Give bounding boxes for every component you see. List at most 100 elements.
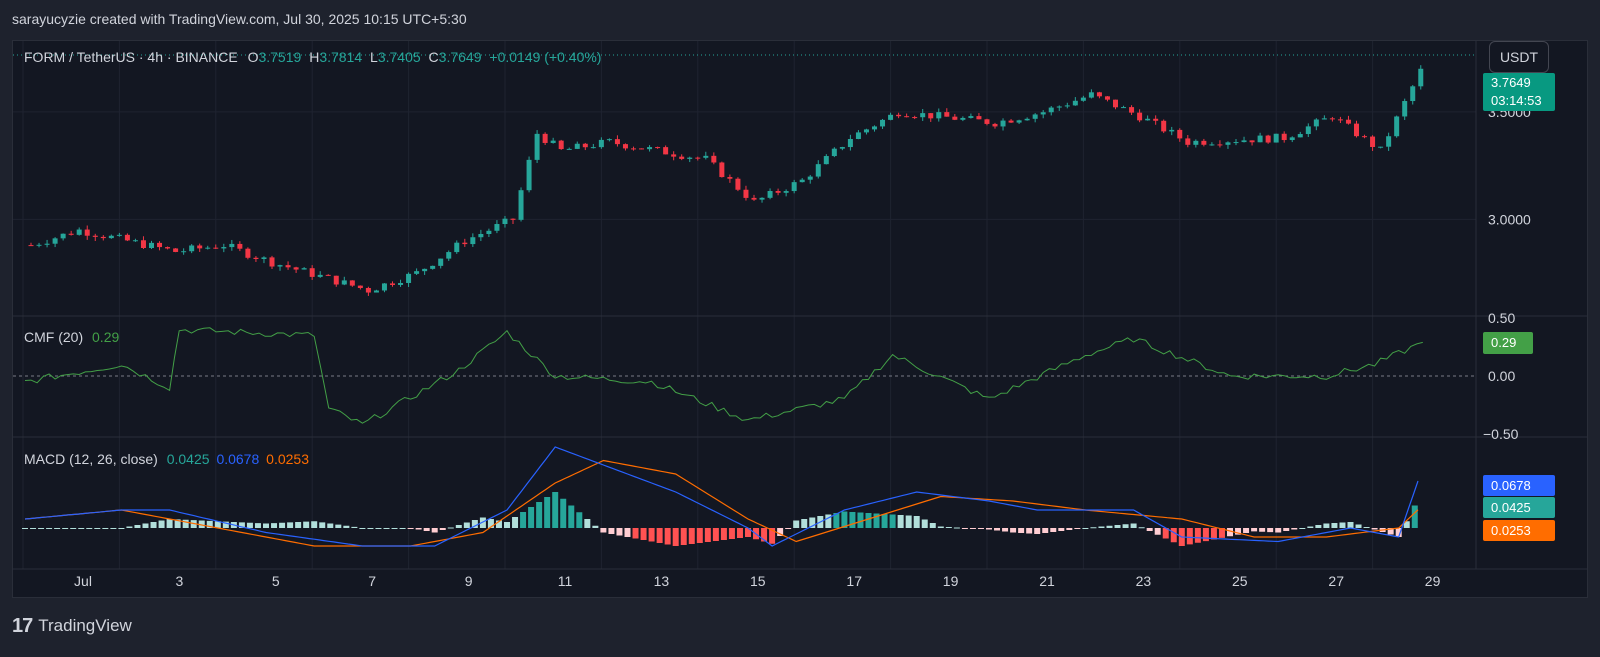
candle-body bbox=[325, 274, 331, 276]
macd-histogram-bar bbox=[785, 528, 792, 529]
macd-histogram-bar bbox=[632, 528, 639, 539]
candle-body bbox=[502, 218, 508, 225]
macd-histogram-bar bbox=[487, 519, 494, 528]
candle-body bbox=[518, 190, 524, 220]
macd-histogram-bar bbox=[600, 528, 607, 533]
time-axis-label: 9 bbox=[465, 573, 473, 589]
macd-histogram-bar bbox=[1291, 528, 1298, 530]
macd-histogram-bar bbox=[552, 492, 559, 528]
candle-body bbox=[205, 247, 211, 249]
candle-body bbox=[663, 147, 669, 155]
macd-histogram-bar bbox=[1395, 528, 1402, 537]
macd-histogram-bar bbox=[182, 519, 189, 528]
macd-histogram-bar bbox=[303, 521, 310, 528]
macd-histogram-bar bbox=[592, 525, 599, 528]
macd-histogram-bar bbox=[1387, 528, 1394, 535]
macd-histogram-bar bbox=[359, 528, 366, 529]
currency-button[interactable]: USDT bbox=[1489, 41, 1549, 73]
last-price-value: 3.7649 bbox=[1491, 75, 1531, 90]
candle-body bbox=[1177, 129, 1183, 139]
macd-histogram-bar bbox=[897, 515, 904, 528]
macd-histogram-bar bbox=[174, 519, 181, 528]
candle-body bbox=[839, 147, 845, 149]
candle-body bbox=[1209, 144, 1215, 146]
macd-histogram-bar bbox=[664, 528, 671, 545]
macd-histogram-bar bbox=[648, 528, 655, 542]
time-axis-label: 7 bbox=[368, 573, 376, 589]
candle-body bbox=[285, 265, 291, 268]
candle-body bbox=[687, 157, 693, 159]
macd-histogram-bar bbox=[1098, 526, 1105, 528]
candle-body bbox=[189, 245, 195, 252]
candle-body bbox=[1402, 101, 1408, 117]
macd-histogram-bar bbox=[745, 528, 751, 537]
cmf-value: 0.29 bbox=[92, 329, 120, 345]
chart-frame[interactable]: 3.5000 3.0000 0.50 0.00 −0.50 Jul 3 5 7 9 11 13 15 17… bbox=[12, 40, 1588, 598]
macd-histogram-bar bbox=[431, 528, 438, 533]
macd-histogram-bar bbox=[455, 525, 462, 528]
candle-body bbox=[357, 285, 363, 288]
macd-histogram-bar bbox=[1154, 528, 1161, 535]
candle-body bbox=[1096, 92, 1102, 97]
candle-body bbox=[293, 267, 299, 270]
candle-body bbox=[494, 224, 500, 231]
macd-histogram-bar bbox=[1026, 528, 1033, 534]
candle-body bbox=[1080, 97, 1086, 101]
macd-histogram-bar bbox=[287, 522, 294, 528]
candle-body bbox=[1362, 136, 1368, 138]
candle-body bbox=[1394, 116, 1400, 137]
macd-histogram-bar bbox=[1347, 522, 1354, 528]
change-value: +0.0149 (+0.40%) bbox=[489, 49, 602, 65]
macd-histogram-bar bbox=[825, 514, 832, 528]
cmf-legend[interactable]: CMF (20) 0.29 bbox=[24, 329, 119, 345]
macd-histogram-bar bbox=[1355, 524, 1362, 528]
candle-body bbox=[1032, 114, 1038, 119]
candle-body bbox=[373, 290, 379, 293]
candle-body bbox=[108, 235, 114, 239]
candle-body bbox=[1249, 140, 1255, 143]
macd-histogram-bar bbox=[793, 520, 800, 528]
time-axis-label: 15 bbox=[750, 573, 766, 589]
candle-body bbox=[727, 177, 733, 179]
candle-body bbox=[743, 189, 749, 198]
macd-histogram-bar bbox=[736, 528, 743, 538]
candle-body bbox=[566, 148, 572, 150]
macd-histogram-bar bbox=[94, 528, 101, 529]
macd-histogram-bar bbox=[1227, 528, 1233, 537]
last-price-tag: 3.7649 03:14:53 bbox=[1483, 73, 1555, 111]
macd-signal-value: 0.0253 bbox=[266, 451, 309, 467]
candle-body bbox=[1378, 146, 1384, 148]
time-axis-label: 17 bbox=[846, 573, 862, 589]
macd-histogram-bar bbox=[1170, 528, 1177, 543]
macd-histogram-bar bbox=[198, 520, 205, 528]
candle-body bbox=[1265, 135, 1271, 143]
candle-body bbox=[992, 123, 998, 127]
macd-histogram-bar bbox=[150, 522, 157, 528]
candle-body bbox=[124, 234, 130, 241]
macd-line-tag: 0.0678 bbox=[1483, 475, 1555, 496]
macd-histogram-bar bbox=[1138, 527, 1145, 529]
candle-body bbox=[831, 148, 837, 157]
macd-histogram-bar bbox=[1002, 528, 1009, 532]
macd-histogram-bar bbox=[1307, 526, 1314, 528]
macd-histogram-bar bbox=[1218, 528, 1225, 538]
candle-body bbox=[1305, 126, 1311, 135]
cmf-axis-label: 0.50 bbox=[1488, 310, 1515, 326]
candle-body bbox=[896, 114, 902, 117]
macd-histogram-bar bbox=[704, 528, 711, 542]
cmf-line bbox=[24, 327, 1423, 424]
macd-legend[interactable]: MACD (12, 26, close) 0.0425 0.0678 0.025… bbox=[24, 451, 309, 467]
macd-histogram-bar bbox=[680, 528, 687, 545]
symbol-label[interactable]: FORM / TetherUS · 4h · BINANCE bbox=[24, 49, 238, 65]
macd-histogram-bar bbox=[857, 512, 864, 528]
macd-histogram-bar bbox=[311, 521, 318, 528]
candle-body bbox=[1354, 123, 1359, 137]
macd-histogram-bar bbox=[696, 528, 703, 543]
time-axis-label: 25 bbox=[1232, 573, 1248, 589]
candle-body bbox=[454, 242, 460, 253]
candle-body bbox=[446, 252, 452, 259]
candle-body bbox=[1345, 119, 1351, 124]
candle-body bbox=[44, 243, 50, 245]
candle-body bbox=[1225, 142, 1231, 145]
